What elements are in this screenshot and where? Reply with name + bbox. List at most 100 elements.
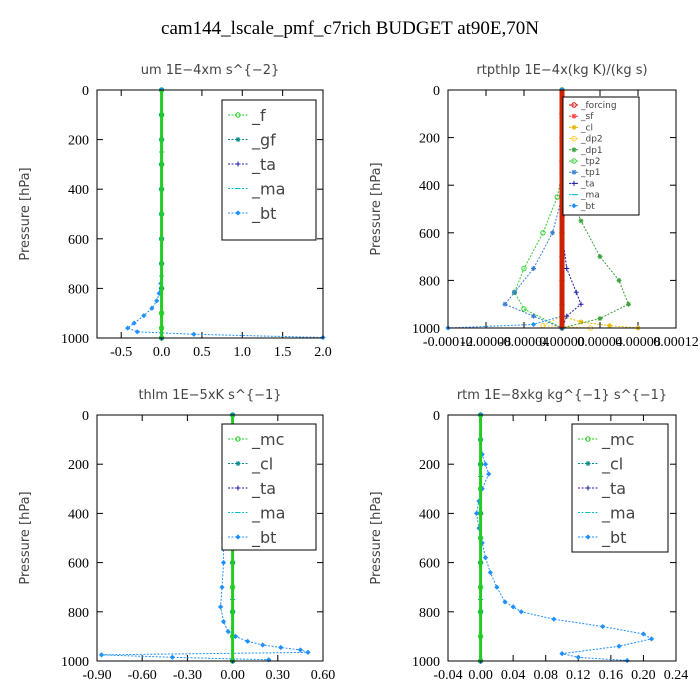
series-point-bt [616,643,622,649]
legend-marker-mc [585,436,591,442]
series-point-bt [245,638,251,644]
series-point-bt [233,633,239,639]
x-tick-label-0-04: 0.04 [501,668,526,683]
panel-1-title: um 1E−4xm s^{−2} [141,63,280,78]
series-point-tp1 [531,266,536,271]
series-point-tp2 [521,265,527,272]
series-point-bt [266,657,272,663]
legend-label-mc: _mc [251,430,284,450]
panel-3-ylabel: Pressure [hPa] [18,491,33,584]
x-tick-label-1-0: 1.0 [234,345,252,360]
y-tick-label-1000: 1000 [61,655,89,670]
legend-marker-forcing [571,102,577,108]
x-tick-label-0-5: 0.5 [193,345,211,360]
series-point-dp1 [616,277,622,283]
legend-marker-bt [585,534,591,540]
legend-marker-cl [585,461,591,466]
panel-2-title: rtpthlp 1E−4x(kg K)/(kg s) [476,63,647,78]
series-point-bt [220,560,227,566]
y-tick-label-400: 400 [419,507,440,522]
legend-marker-ta [235,161,241,167]
series-point-bt [217,604,224,610]
y-tick-label-800: 800 [419,274,440,289]
series-point-bt [219,584,225,590]
series-point-bt [487,569,493,576]
y-tick-label-0: 0 [82,84,89,99]
series-point-dp1 [626,301,631,307]
series-point-bt [551,616,557,622]
x-tick-label-0-00: 0.00 [220,668,245,683]
y-tick-label-400: 400 [419,179,440,194]
x-tick-label-0-00004: -0.00004 [499,335,549,350]
series-point-ta [564,266,570,271]
y-tick-label-200: 200 [419,458,440,473]
series-point-bt [640,631,647,637]
legend-marker-tp2 [571,158,577,164]
series-point-bt [305,649,311,655]
panel-3: thlm 1E−5xK s^{−1} Pressure [hPa] 0 200 400 6… [18,388,335,683]
x-tick-label-0-30: 0.30 [266,668,291,683]
panel-4-title: rtm 1E−8xkg kg^{−1} s^{−1} [457,388,667,403]
series-point-cl [607,323,612,329]
x-tick-label-2-0: 2.0 [314,345,332,360]
series-line-bt [447,90,563,329]
legend-label-ta: _ta [251,479,276,499]
y-tick-label-0: 0 [433,84,440,99]
legend-label-bt: _bt [251,528,276,548]
y-tick-label-400: 400 [68,183,89,198]
legend-marker-f [235,112,241,118]
x-tick-label-0-90: -0.90 [82,668,111,683]
x-tick-label-0-04: -0.04 [433,668,462,683]
x-tick-label-0-30: -0.30 [173,668,202,683]
legend-marker-cl [571,124,577,130]
series-point-bt [131,320,137,326]
legend-marker-bt [235,534,241,540]
panel-1-frame [96,89,324,339]
series-point-tp2 [554,194,560,200]
x-tick-label-0-00008: -0.00008 [461,335,511,350]
x-tick-label-0-00: 0.00 [468,668,493,683]
series-point-tp1 [531,313,536,319]
legend-marker-sf [571,113,577,119]
y-tick-label-600: 600 [68,233,89,248]
legend-label-cl: _cl [601,455,623,475]
y-tick-label-200: 200 [68,134,89,149]
series-point-bt [510,604,516,610]
legend-label-ma: _ma [251,504,285,524]
legend-label-dp2: _dp2 [580,135,603,145]
panel-3-frame [96,414,324,662]
y-tick-label-400: 400 [68,507,89,522]
series-point-bt [648,636,655,642]
legend-marker-cl [235,461,241,466]
series-point-bt [486,471,492,477]
y-tick-label-800: 800 [68,606,89,621]
series-point-tp2 [521,306,527,312]
legend-marker-ta [235,485,241,491]
series-point-bt [502,599,508,605]
x-tick-label-0-5: -0.5 [110,345,132,360]
legend-marker-bt [235,210,241,216]
legend-marker-bt [571,203,577,209]
legend-marker-gf [235,137,241,142]
panel-4: rtm 1E−8xkg kg^{−1} s^{−1} Pressure [hPa]… [369,388,688,683]
series-line-tp2 [513,90,563,329]
panel-4-ylabel: Pressure [hPa] [369,491,384,584]
series-point-dp1 [597,254,603,260]
y-tick-label-0: 0 [433,409,440,424]
series-point-tp1 [512,289,517,295]
series-point-bt [134,329,140,335]
x-tick-label-0-00004: 0.00004 [577,335,623,350]
series-point-tp1 [550,230,555,236]
series-point-bt [600,623,606,630]
series-point-dp1 [597,315,603,321]
legend-marker-dp2 [571,135,577,142]
series-point-tp1 [502,301,508,307]
x-tick-label-0-00012: -0.00012 [423,335,473,350]
y-tick-label-800: 800 [68,282,89,297]
legend-label-bt: _bt [580,202,595,212]
x-tick-label-0-00000: 0.00000 [539,335,585,350]
series-point-bt [482,555,489,561]
legend-marker-mc [235,436,241,442]
x-tick-label-0-0: 0.0 [153,345,171,360]
series-point-ta [573,289,579,295]
